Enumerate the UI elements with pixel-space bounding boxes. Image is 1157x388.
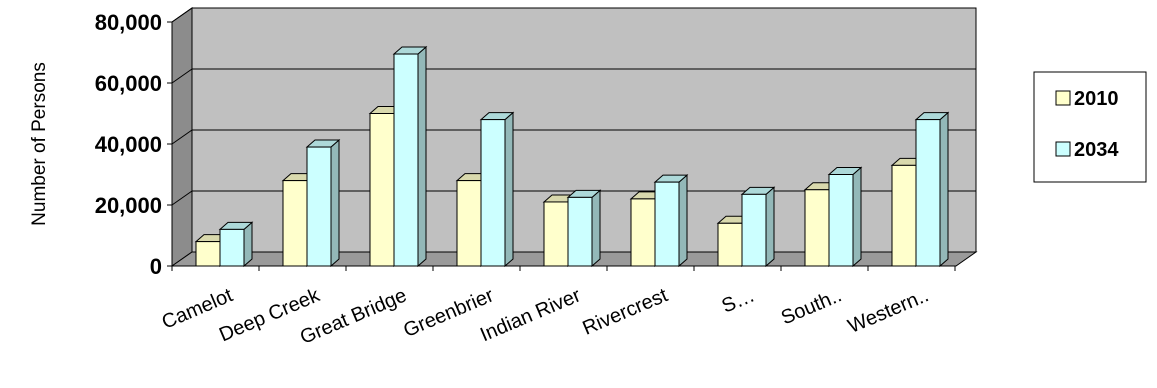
y-tick-label: 60,000 <box>95 71 162 96</box>
bar-front <box>480 119 506 267</box>
gridline-side <box>171 129 193 145</box>
gridline-side <box>171 190 193 206</box>
x-tick-label: Western.. <box>845 284 932 338</box>
y-tick-label: 0 <box>150 254 162 279</box>
legend-swatch-2010 <box>1055 90 1071 106</box>
bar-2034-s- <box>740 186 776 268</box>
legend-label-2034: 2034 <box>1074 139 1119 161</box>
bar-front <box>891 164 917 267</box>
gridline-side <box>171 7 193 23</box>
bar-side <box>765 186 775 268</box>
bar-front <box>828 174 854 267</box>
bar-front <box>630 198 656 267</box>
gridline-side <box>171 68 193 84</box>
bar-side <box>504 111 514 268</box>
x-tick-label: Rivercrest <box>579 284 671 340</box>
bar-side <box>591 189 601 268</box>
bar-front <box>717 222 743 267</box>
bar-side <box>939 111 949 268</box>
bar-2034-rivercrest <box>653 174 689 268</box>
bar-2034-western- <box>914 111 950 268</box>
bar-front <box>567 196 593 267</box>
y-axis-label: Number of Persons <box>29 62 50 226</box>
bar-2034-deep-creek <box>305 138 341 268</box>
legend-label-2010: 2010 <box>1074 88 1119 110</box>
bar-front <box>456 180 482 267</box>
bar-front <box>543 201 569 267</box>
bar-2034-indian-river <box>566 189 602 268</box>
bar-front <box>369 113 395 267</box>
bar-front <box>306 146 332 267</box>
y-tick-labels: 0 20,000 40,000 60,000 80,000 <box>95 10 172 279</box>
x-tick-label: Indian River <box>477 284 584 346</box>
bar-side <box>678 174 688 268</box>
bar-side <box>852 166 862 268</box>
bar-side <box>417 45 427 268</box>
bar-2034-greenbrier <box>479 111 515 268</box>
y-tick-label: 80,000 <box>95 10 162 35</box>
y-tick-label: 40,000 <box>95 132 162 157</box>
bar-front <box>654 181 680 267</box>
bar-front <box>915 119 941 267</box>
bar-front <box>741 193 767 267</box>
bar-front <box>219 228 245 267</box>
x-tick-label: S… <box>719 284 758 317</box>
bar-2034-south- <box>827 166 863 268</box>
bars <box>194 45 950 268</box>
bar-front <box>282 180 308 267</box>
bar-front <box>195 241 221 267</box>
bar-2034-great-bridge <box>392 45 428 268</box>
legend: 2010 2034 <box>1033 71 1147 183</box>
y-tick-label: 20,000 <box>95 193 162 218</box>
legend-swatch-2034 <box>1055 141 1071 157</box>
x-tick-label: South.. <box>778 284 845 329</box>
bar-front <box>393 53 419 267</box>
bar-front <box>804 189 830 267</box>
legend-box <box>1033 71 1147 183</box>
bar-2034-camelot <box>218 221 254 268</box>
bar-side <box>330 138 340 268</box>
